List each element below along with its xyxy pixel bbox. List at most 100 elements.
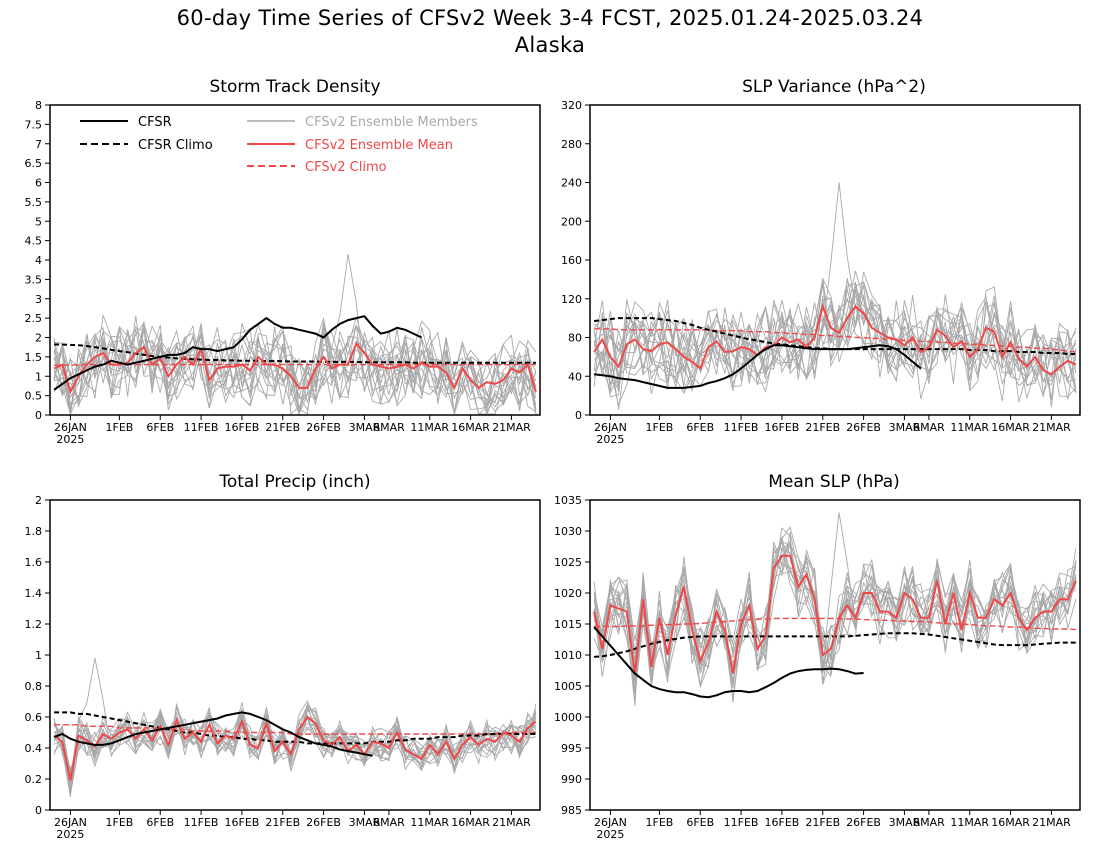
x-tick-label: 6FEB (686, 421, 714, 434)
y-tick-label: 0 (35, 804, 42, 817)
x-tick-label: 26JAN (54, 421, 87, 434)
panel-title-slp-variance: SLP Variance (hPa^2) (742, 77, 926, 97)
x-tick-label: 26JAN (54, 816, 87, 829)
panel-mean-slp: 985 990 995 1000 1005 1010 1015 1020 1025 1030 103… (554, 494, 1081, 841)
x-tick-label: 16FEB (225, 816, 260, 829)
cfsr-line (593, 626, 864, 699)
y-tick-label: 5 (35, 215, 42, 228)
figure-title: 60-day Time Series of CFSv2 Week 3-4 FCS… (176, 6, 924, 30)
y-tick-label: 0 (575, 409, 582, 422)
x-tick-label: 11MAR (950, 816, 989, 829)
y-tick-label: 4.5 (25, 235, 43, 248)
y-tick-label: 280 (561, 138, 582, 151)
y-tick-label: 1.2 (25, 618, 43, 631)
ensemble-mean-line (53, 341, 537, 395)
x-tick-label: 11MAR (410, 421, 449, 434)
x-tick-label: 21FEB (805, 421, 840, 434)
x-tick-label: 26FEB (846, 816, 881, 829)
y-tick-label: 4 (35, 254, 42, 267)
y-tick-label: 320 (561, 99, 582, 112)
ensemble-member-line (53, 322, 536, 416)
x-tick-label: 3MAR (889, 421, 921, 434)
y-tick-label: 1.6 (25, 556, 43, 569)
x-tick-label: 3MAR (349, 421, 381, 434)
ensemble-member-line (593, 539, 1077, 683)
y-tick-label: 1035 (554, 494, 582, 507)
x-tick-label: 21FEB (805, 816, 840, 829)
x-year-label: 2025 (56, 433, 84, 446)
ensemble-member-line (593, 281, 1076, 395)
y-tick-label: 120 (561, 293, 582, 306)
legend-label-ens-mean: CFSv2 Ensemble Mean (305, 138, 453, 153)
x-tick-label: 16MAR (451, 816, 490, 829)
legend-label-members: CFSv2 Ensemble Members (305, 115, 478, 130)
x-tick-label: 1FEB (106, 816, 134, 829)
y-tick-label: 7 (35, 138, 42, 151)
cfsr-line (53, 711, 373, 757)
figure-title-block: 60-day Time Series of CFSv2 Week 3-4 FCS… (0, 5, 1100, 59)
x-tick-label: 16FEB (765, 421, 800, 434)
x-year-label: 2025 (596, 433, 624, 446)
x-tick-label: 21MAR (1032, 421, 1071, 434)
x-tick-label: 26JAN (594, 421, 627, 434)
y-tick-label: 985 (561, 804, 582, 817)
x-tick-label: 3MAR (889, 816, 921, 829)
x-tick-label: 16MAR (451, 421, 490, 434)
x-tick-label: 11MAR (410, 816, 449, 829)
x-tick-label: 16FEB (765, 816, 800, 829)
x-tick-label: 16MAR (991, 816, 1030, 829)
y-tick-label: 1025 (554, 556, 582, 569)
x-year-label: 2025 (56, 828, 84, 841)
x-tick-label: 11FEB (184, 816, 219, 829)
x-tick-label: 16FEB (225, 421, 260, 434)
panel-title-total-precip: Total Precip (inch) (218, 472, 370, 492)
x-tick-label: 6MAR (373, 421, 405, 434)
y-tick-label: 1.8 (25, 525, 43, 538)
x-tick-label: 21MAR (1032, 816, 1071, 829)
panel-title-storm-track: Storm Track Density (209, 77, 380, 97)
y-tick-label: 1015 (554, 618, 582, 631)
y-tick-label: 990 (561, 773, 582, 786)
y-tick-label: 1000 (554, 711, 582, 724)
ensemble-member-line (593, 289, 1077, 402)
x-tick-label: 26FEB (306, 816, 341, 829)
y-tick-label: 0.5 (25, 390, 43, 403)
ensemble-member-line (593, 541, 1077, 695)
x-tick-label: 21FEB (265, 421, 300, 434)
x-tick-label: 11FEB (724, 816, 759, 829)
x-tick-label: 21MAR (492, 816, 531, 829)
x-tick-label: 1FEB (646, 816, 674, 829)
x-tick-label: 6FEB (146, 816, 174, 829)
ensemble-member-line (593, 540, 1077, 687)
y-tick-label: 6 (35, 177, 42, 190)
x-tick-label: 1FEB (106, 421, 134, 434)
ensemble-member-line (53, 324, 537, 415)
x-tick-label: 1FEB (646, 421, 674, 434)
y-tick-label: 3.5 (25, 273, 43, 286)
y-tick-label: 6.5 (25, 157, 43, 170)
y-tick-label: 1005 (554, 680, 582, 693)
x-year-label: 2025 (596, 828, 624, 841)
ensemble-member-line (593, 278, 1077, 403)
plot-frame (49, 499, 541, 811)
cfsr-line (593, 344, 922, 389)
ensemble-mean-line (53, 715, 537, 781)
panel-storm-track: 0 0.5 1 1.5 2 2.5 3 3.5 4 4.5 5 5.5 6 6.5 7 7.5 8 26JAN 1F… (25, 99, 541, 446)
x-tick-label: 21FEB (265, 816, 300, 829)
ensemble-mean-line (593, 303, 1077, 376)
y-tick-label: 1020 (554, 587, 582, 600)
y-tick-label: 200 (561, 215, 582, 228)
panel-total-precip: 0 0.2 0.4 0.6 0.8 1 1.2 1.4 1.6 1.8 2 26JAN 1FEB 6FEB… (25, 494, 541, 841)
x-tick-label: 26FEB (846, 421, 881, 434)
x-tick-label: 6FEB (686, 816, 714, 829)
x-tick-label: 16MAR (991, 421, 1030, 434)
ensemble-member-line (594, 278, 1077, 391)
y-tick-label: 40 (568, 370, 582, 383)
ensemble-member-line (53, 703, 536, 793)
x-tick-label: 3MAR (349, 816, 381, 829)
x-tick-label: 6MAR (913, 816, 945, 829)
ensemble-mean-line (593, 554, 1077, 674)
x-tick-label: 11MAR (950, 421, 989, 434)
x-tick-label: 26JAN (594, 816, 627, 829)
x-tick-label: 11FEB (184, 421, 219, 434)
